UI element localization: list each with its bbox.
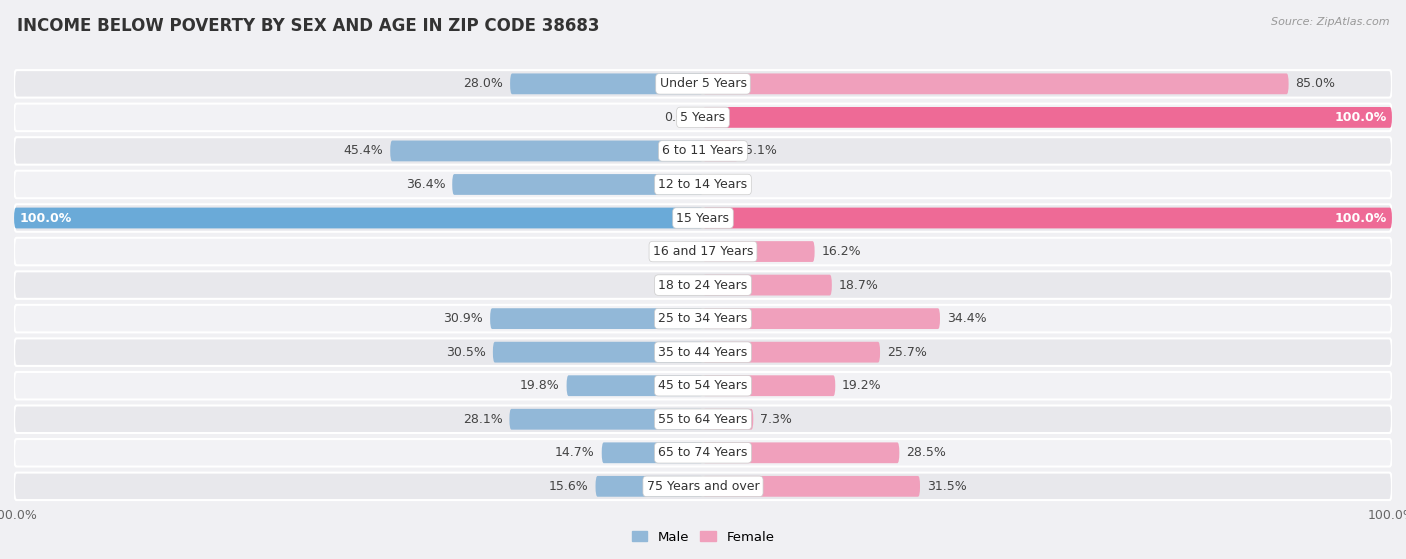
FancyBboxPatch shape bbox=[14, 372, 1392, 400]
Text: 25.7%: 25.7% bbox=[887, 345, 927, 359]
FancyBboxPatch shape bbox=[14, 170, 1392, 198]
Legend: Male, Female: Male, Female bbox=[626, 525, 780, 549]
FancyBboxPatch shape bbox=[602, 442, 703, 463]
FancyBboxPatch shape bbox=[491, 308, 703, 329]
Text: 35 to 44 Years: 35 to 44 Years bbox=[658, 345, 748, 359]
Text: 16.2%: 16.2% bbox=[821, 245, 860, 258]
Text: 25 to 34 Years: 25 to 34 Years bbox=[658, 312, 748, 325]
FancyBboxPatch shape bbox=[703, 476, 920, 497]
Text: 6 to 11 Years: 6 to 11 Years bbox=[662, 144, 744, 158]
FancyBboxPatch shape bbox=[567, 375, 703, 396]
Text: 45 to 54 Years: 45 to 54 Years bbox=[658, 379, 748, 392]
FancyBboxPatch shape bbox=[510, 73, 703, 94]
FancyBboxPatch shape bbox=[14, 472, 1392, 500]
FancyBboxPatch shape bbox=[703, 207, 1392, 229]
Text: 18.7%: 18.7% bbox=[839, 278, 879, 292]
Text: 5.1%: 5.1% bbox=[745, 144, 778, 158]
Text: INCOME BELOW POVERTY BY SEX AND AGE IN ZIP CODE 38683: INCOME BELOW POVERTY BY SEX AND AGE IN Z… bbox=[17, 17, 599, 35]
Text: 28.5%: 28.5% bbox=[907, 446, 946, 459]
FancyBboxPatch shape bbox=[14, 238, 1392, 266]
Text: 34.4%: 34.4% bbox=[946, 312, 987, 325]
Text: 28.1%: 28.1% bbox=[463, 413, 502, 426]
Text: 12 to 14 Years: 12 to 14 Years bbox=[658, 178, 748, 191]
FancyBboxPatch shape bbox=[14, 204, 1392, 232]
Text: 45.4%: 45.4% bbox=[343, 144, 384, 158]
FancyBboxPatch shape bbox=[14, 70, 1392, 98]
Text: 31.5%: 31.5% bbox=[927, 480, 967, 493]
FancyBboxPatch shape bbox=[703, 107, 1392, 128]
FancyBboxPatch shape bbox=[391, 140, 703, 162]
Text: 65 to 74 Years: 65 to 74 Years bbox=[658, 446, 748, 459]
FancyBboxPatch shape bbox=[703, 308, 941, 329]
Text: 16 and 17 Years: 16 and 17 Years bbox=[652, 245, 754, 258]
Text: 100.0%: 100.0% bbox=[1334, 111, 1386, 124]
Text: 15 Years: 15 Years bbox=[676, 211, 730, 225]
FancyBboxPatch shape bbox=[14, 137, 1392, 165]
Text: 19.8%: 19.8% bbox=[520, 379, 560, 392]
FancyBboxPatch shape bbox=[509, 409, 703, 430]
Text: 55 to 64 Years: 55 to 64 Years bbox=[658, 413, 748, 426]
FancyBboxPatch shape bbox=[703, 442, 900, 463]
FancyBboxPatch shape bbox=[14, 271, 1392, 299]
FancyBboxPatch shape bbox=[703, 342, 880, 363]
FancyBboxPatch shape bbox=[703, 73, 1289, 94]
FancyBboxPatch shape bbox=[596, 476, 703, 497]
FancyBboxPatch shape bbox=[703, 409, 754, 430]
FancyBboxPatch shape bbox=[703, 241, 814, 262]
FancyBboxPatch shape bbox=[14, 405, 1392, 433]
Text: 100.0%: 100.0% bbox=[1334, 211, 1386, 225]
Text: 7.3%: 7.3% bbox=[761, 413, 792, 426]
Text: 100.0%: 100.0% bbox=[20, 211, 72, 225]
Text: 36.4%: 36.4% bbox=[406, 178, 446, 191]
Text: 18 to 24 Years: 18 to 24 Years bbox=[658, 278, 748, 292]
Text: 0.0%: 0.0% bbox=[710, 178, 742, 191]
Text: Under 5 Years: Under 5 Years bbox=[659, 77, 747, 91]
Text: 0.0%: 0.0% bbox=[664, 245, 696, 258]
FancyBboxPatch shape bbox=[14, 305, 1392, 333]
Text: 0.0%: 0.0% bbox=[664, 278, 696, 292]
FancyBboxPatch shape bbox=[14, 207, 703, 229]
Text: 30.9%: 30.9% bbox=[443, 312, 484, 325]
Text: 5 Years: 5 Years bbox=[681, 111, 725, 124]
Text: 75 Years and over: 75 Years and over bbox=[647, 480, 759, 493]
Text: 30.5%: 30.5% bbox=[446, 345, 486, 359]
Text: 0.0%: 0.0% bbox=[664, 111, 696, 124]
FancyBboxPatch shape bbox=[494, 342, 703, 363]
Text: 15.6%: 15.6% bbox=[548, 480, 589, 493]
Text: Source: ZipAtlas.com: Source: ZipAtlas.com bbox=[1271, 17, 1389, 27]
FancyBboxPatch shape bbox=[14, 439, 1392, 467]
FancyBboxPatch shape bbox=[703, 274, 832, 296]
FancyBboxPatch shape bbox=[703, 375, 835, 396]
Text: 28.0%: 28.0% bbox=[464, 77, 503, 91]
FancyBboxPatch shape bbox=[14, 103, 1392, 131]
Text: 19.2%: 19.2% bbox=[842, 379, 882, 392]
Text: 14.7%: 14.7% bbox=[555, 446, 595, 459]
Text: 85.0%: 85.0% bbox=[1295, 77, 1336, 91]
FancyBboxPatch shape bbox=[453, 174, 703, 195]
FancyBboxPatch shape bbox=[703, 140, 738, 162]
FancyBboxPatch shape bbox=[14, 338, 1392, 366]
